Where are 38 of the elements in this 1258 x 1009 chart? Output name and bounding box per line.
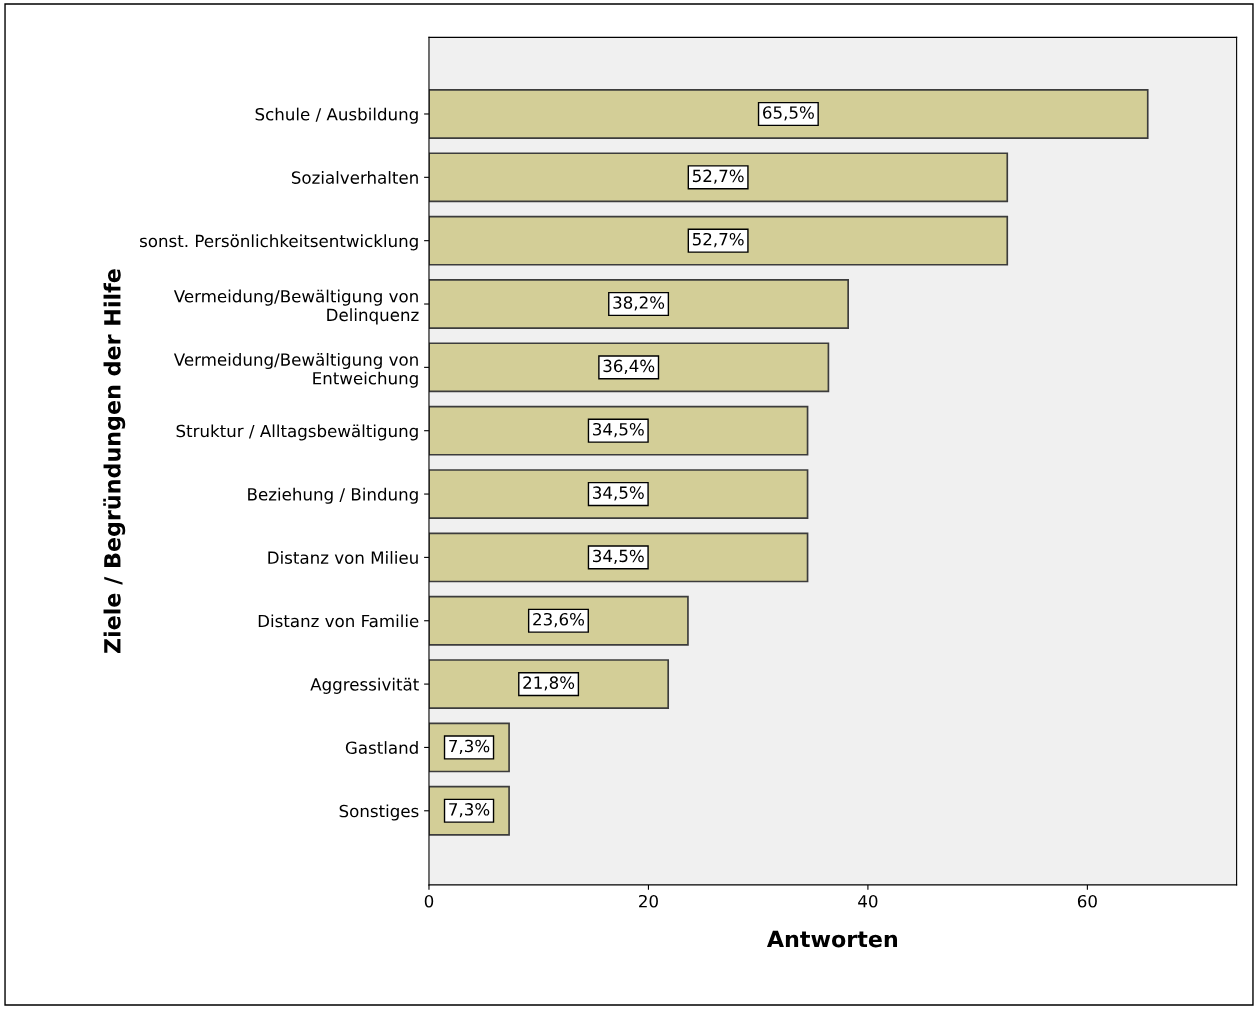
x-tick-label: 40 [858,894,878,908]
y-axis-title: Ziele / Begründungen der Hilfe [103,269,126,654]
data-label: 65,5% [763,106,814,121]
bar [428,152,1009,203]
y-tick-label: Vermeidung/Bewältigung von Delinquenz [173,289,419,325]
x-tick-label: 20 [639,894,658,908]
y-tick-label: sonst. Persönlichkeitsentwicklung [140,234,418,251]
bar [428,89,1149,139]
y-tick-label: Sonstiges [339,804,419,821]
y-tick-label: Struktur / Alltagsbewältigung [176,424,418,441]
y-tick-label: Sozialverhalten [291,170,418,184]
data-label: 34,5% [593,549,644,564]
x-tick-label: 0 [424,894,434,908]
x-tick-label: 60 [1077,894,1097,908]
y-tick-label: Beziehung / Bindung [248,487,418,504]
bar [428,215,1009,266]
data-label: 7,3% [449,803,490,818]
bar [428,279,849,329]
x-axis-title: Antworten [766,930,898,948]
bar [428,532,809,583]
y-tick-label: Gastland [345,741,418,754]
data-label: 36,4% [603,359,655,374]
y-tick-label: Aggressivität [310,677,419,694]
y-tick-label: Schule / Ausbildung [255,107,418,124]
bar [428,405,809,456]
data-label: 21,8% [523,676,575,691]
y-tick-label: Distanz von Familie [258,614,419,628]
y-tick-label: Distanz von Milieu [268,551,418,564]
data-label: 38,2% [613,296,665,311]
y-tick-label: Vermeidung/Bewältigung von Entweichung [173,352,418,388]
data-label: 34,5% [593,422,644,438]
data-label: 7,3% [449,739,490,754]
bar [428,342,830,393]
data-label: 34,5% [593,486,644,501]
data-label: 23,6% [533,612,585,628]
bar [428,469,809,519]
data-label: 52,7% [692,169,744,184]
data-label: 52,7% [692,232,744,248]
